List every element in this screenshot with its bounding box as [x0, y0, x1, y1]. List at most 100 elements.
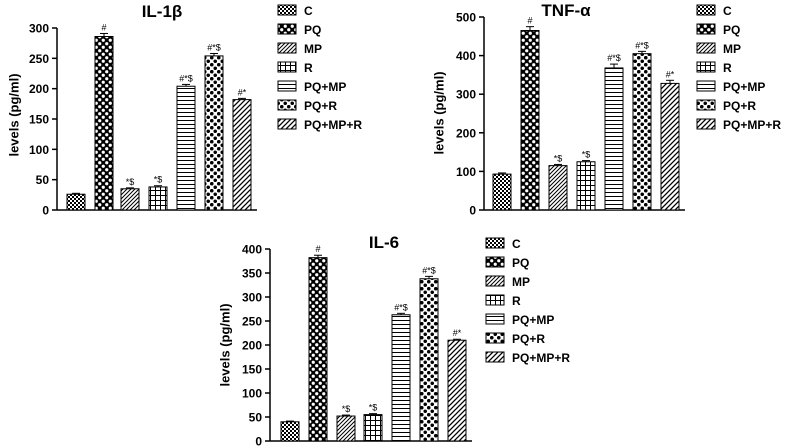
- legend: C PQ MP R PQ+MP PQ+R PQ+MP+R: [696, 4, 781, 132]
- significance-label: #*$: [207, 42, 221, 52]
- legend-label: MP: [304, 42, 322, 56]
- bar-pq-r: [419, 278, 439, 442]
- y-tick-label: 200: [456, 126, 476, 140]
- legend-label: C: [512, 237, 521, 251]
- y-axis-label: levels (pg/ml): [7, 73, 22, 156]
- bar-pq-mp-r: [660, 82, 680, 211]
- legend-swatch: [485, 237, 505, 249]
- legend: C PQ MP R PQ+MP PQ+R PQ+MP+R: [485, 237, 570, 365]
- significance-label: #*$: [607, 53, 621, 63]
- legend-label: C: [304, 4, 313, 18]
- legend-swatch: [277, 118, 297, 130]
- bar-pq: [94, 35, 114, 211]
- legend: C PQ MP R PQ+MP PQ+R PQ+MP+R: [277, 4, 362, 132]
- legend-label: MP: [512, 275, 530, 289]
- legend-swatch: [277, 80, 297, 92]
- bar-c: [280, 421, 300, 442]
- bar-mp: [548, 165, 568, 211]
- bar-r: [363, 414, 383, 442]
- legend-label: PQ+MP: [723, 80, 765, 94]
- bar-pq-r: [632, 53, 652, 211]
- chart-title: IL-1β: [142, 2, 183, 21]
- y-tick-label: 300: [456, 88, 476, 102]
- significance-label: *$: [582, 150, 591, 160]
- legend-swatch: [277, 23, 297, 35]
- y-tick-label: 150: [242, 363, 262, 377]
- legend-swatch: [696, 61, 716, 73]
- legend-label: PQ+MP+R: [512, 351, 570, 365]
- legend-label: PQ: [723, 23, 740, 37]
- legend-label: R: [512, 294, 521, 308]
- bar-pq-mp-r: [447, 339, 467, 442]
- y-tick-label: 300: [29, 22, 49, 36]
- y-tick-label: 250: [29, 52, 49, 66]
- significance-label: #*$: [179, 73, 193, 83]
- bar-pq: [520, 30, 540, 211]
- y-tick-label: 50: [249, 411, 263, 425]
- y-axis-label: levels (pg/ml): [218, 303, 233, 386]
- legend-label: PQ+MP: [512, 313, 554, 327]
- significance-label: #*$: [635, 40, 649, 50]
- significance-label: #: [315, 244, 320, 254]
- y-tick-label: 0: [42, 204, 49, 218]
- legend-swatch: [277, 4, 297, 16]
- legend-label: PQ+R: [304, 99, 337, 113]
- y-tick-label: 200: [29, 82, 49, 96]
- legend-label: PQ+MP+R: [304, 118, 362, 132]
- bar-r: [148, 186, 168, 211]
- bar-pq-r: [204, 55, 224, 211]
- legend-label: PQ+R: [723, 99, 756, 113]
- legend-swatch: [696, 118, 716, 130]
- legend-swatch: [485, 256, 505, 268]
- y-tick-label: 500: [456, 11, 476, 25]
- legend-swatch: [485, 294, 505, 306]
- y-tick-label: 400: [242, 243, 262, 257]
- significance-label: *$: [154, 175, 163, 185]
- significance-label: #: [527, 16, 532, 26]
- significance-label: #*: [453, 328, 462, 338]
- bar-pq-mp-r: [232, 99, 252, 211]
- legend-swatch: [696, 42, 716, 54]
- significance-label: *$: [342, 404, 351, 414]
- legend-label: PQ: [512, 256, 529, 270]
- y-tick-label: 100: [242, 387, 262, 401]
- y-tick-label: 50: [36, 173, 50, 187]
- significance-label: *$: [126, 177, 135, 187]
- legend-label: PQ+MP: [304, 80, 346, 94]
- legend-label: PQ+R: [512, 332, 545, 346]
- bar-pq: [308, 257, 328, 442]
- bar-c: [492, 173, 512, 211]
- bar-pq-mp: [176, 85, 196, 211]
- bar-c: [66, 193, 86, 211]
- legend-swatch: [696, 80, 716, 92]
- legend-swatch: [696, 99, 716, 111]
- y-tick-label: 0: [255, 435, 262, 448]
- y-tick-label: 200: [242, 339, 262, 353]
- legend-swatch: [485, 351, 505, 363]
- y-tick-label: 150: [29, 113, 49, 127]
- legend-swatch: [277, 99, 297, 111]
- significance-label: #*$: [394, 302, 408, 312]
- significance-label: *$: [554, 153, 563, 163]
- chart-2: IL-6 levels (pg/ml) 0 50 100 150 200 250 300 350 4…: [218, 233, 571, 448]
- legend-label: C: [723, 4, 732, 18]
- y-tick-label: 100: [456, 165, 476, 179]
- y-tick-label: 250: [242, 315, 262, 329]
- chart-title: TNF-α: [541, 1, 591, 20]
- legend-swatch: [696, 4, 716, 16]
- legend-swatch: [696, 23, 716, 35]
- legend-swatch: [485, 313, 505, 325]
- bar-pq-mp: [604, 67, 624, 211]
- significance-label: #: [101, 22, 106, 32]
- y-tick-label: 0: [469, 204, 476, 218]
- legend-label: MP: [723, 42, 741, 56]
- legend-label: PQ: [304, 23, 321, 37]
- bar-r: [576, 161, 596, 211]
- significance-label: #*$: [422, 265, 436, 275]
- bar-mp: [336, 415, 356, 442]
- significance-label: *$: [369, 403, 378, 413]
- legend-swatch: [485, 332, 505, 344]
- chart-title: IL-6: [369, 233, 399, 252]
